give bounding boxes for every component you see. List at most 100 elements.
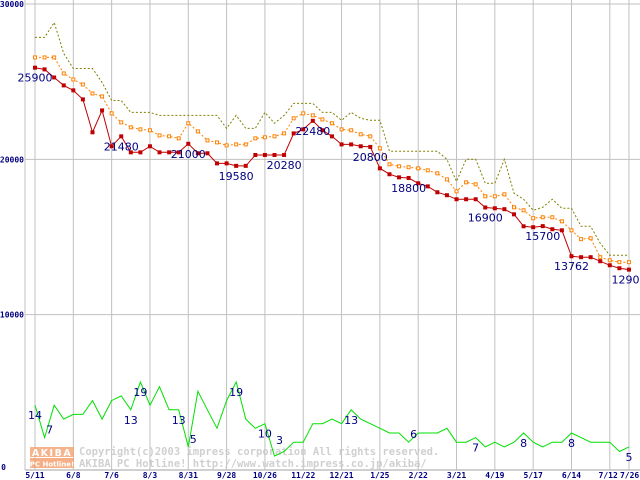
data-point	[320, 128, 325, 133]
x-tick-label: 10/26	[253, 471, 277, 480]
data-point	[550, 215, 555, 220]
x-tick-label: 3/21	[447, 471, 466, 480]
data-point	[588, 255, 593, 260]
data-point	[588, 236, 593, 241]
x-tick-label: 7/12	[599, 471, 618, 480]
series-line	[34, 380, 630, 457]
data-point	[282, 152, 287, 157]
data-labels: 25900 21480 21000 19580 20280 22480 20800 18800…	[18, 72, 640, 464]
data-point	[397, 164, 402, 169]
data-point	[195, 129, 200, 134]
data-point	[368, 144, 373, 149]
series-min	[33, 65, 631, 272]
data-point	[444, 193, 449, 198]
count-label: 8	[520, 437, 527, 450]
data-point	[100, 94, 105, 99]
data-point	[243, 163, 248, 168]
data-point	[186, 141, 191, 146]
data-point	[253, 136, 258, 141]
data-point	[416, 166, 421, 171]
data-point	[195, 151, 200, 156]
data-point	[473, 197, 478, 202]
data-point	[272, 134, 277, 139]
data-point	[617, 260, 622, 265]
data-point	[301, 111, 306, 116]
series-max	[35, 21, 629, 256]
count-label: 8	[568, 437, 575, 450]
data-point	[90, 130, 95, 135]
data-point	[119, 120, 124, 125]
x-tick-label: 6/14	[562, 471, 581, 480]
price-label: 20280	[267, 159, 302, 172]
data-point	[358, 144, 363, 149]
data-point	[80, 82, 85, 87]
data-point	[109, 144, 114, 149]
data-point	[569, 254, 574, 259]
data-point	[607, 258, 612, 263]
count-label: 14	[28, 409, 42, 422]
copyright-text: Copyright(c)2003 impress corporation All…	[79, 446, 439, 458]
x-tick-label: 9/28	[217, 471, 236, 480]
data-point	[512, 212, 516, 217]
data-point	[128, 150, 133, 155]
grid	[24, 0, 640, 471]
data-point	[579, 255, 584, 260]
series-shop-count	[34, 380, 630, 457]
data-point	[215, 161, 220, 166]
data-point	[339, 127, 344, 132]
data-point	[464, 197, 469, 202]
count-label: 6	[410, 428, 417, 441]
data-point	[339, 142, 344, 147]
data-point	[61, 83, 66, 88]
x-tick-label: 1/25	[370, 471, 389, 480]
logo-box-top	[30, 447, 74, 457]
data-point	[262, 152, 267, 157]
x-tick-label: 8/3	[143, 471, 158, 480]
y-axis: 30000 20000 10000 0	[0, 0, 24, 472]
data-point	[607, 263, 612, 268]
data-point	[368, 134, 373, 139]
price-label: 12900	[611, 274, 640, 287]
data-point	[176, 150, 181, 155]
data-point	[435, 171, 440, 176]
count-label: 13	[124, 414, 138, 427]
count-label: 7	[46, 424, 53, 437]
data-point	[128, 125, 133, 130]
data-point	[42, 55, 47, 60]
data-point	[397, 175, 402, 180]
count-label: 7	[472, 442, 479, 455]
data-point	[291, 116, 296, 121]
y-tick-label: 10000	[0, 311, 24, 320]
data-point	[52, 55, 57, 60]
data-point	[540, 215, 545, 220]
data-point	[157, 150, 162, 155]
data-point	[301, 127, 306, 132]
x-tick-label: 6/8	[66, 471, 81, 480]
series	[33, 21, 631, 457]
count-label: 5	[625, 451, 632, 464]
data-point	[310, 113, 315, 118]
data-point	[310, 118, 315, 123]
data-point	[492, 206, 497, 211]
count-label: 13	[344, 414, 358, 427]
count-label: 5	[190, 433, 197, 446]
count-label: 13	[172, 414, 186, 427]
price-label: 15700	[525, 230, 560, 243]
data-point	[358, 132, 363, 137]
price-label: 16900	[468, 211, 503, 224]
price-label: 19580	[219, 170, 254, 183]
x-tick-label: 7/26	[620, 471, 639, 480]
count-label: 19	[229, 386, 243, 399]
x-tick-label: 5/17	[524, 471, 543, 480]
data-point	[52, 75, 57, 80]
data-point	[272, 152, 277, 157]
price-label: 20800	[353, 151, 388, 164]
data-point	[598, 259, 603, 264]
x-tick-label: 5/11	[25, 471, 44, 480]
logo-box-bottom	[30, 458, 74, 468]
data-point	[329, 121, 334, 126]
data-point	[540, 224, 545, 229]
data-point	[349, 128, 354, 133]
data-point	[291, 131, 296, 136]
